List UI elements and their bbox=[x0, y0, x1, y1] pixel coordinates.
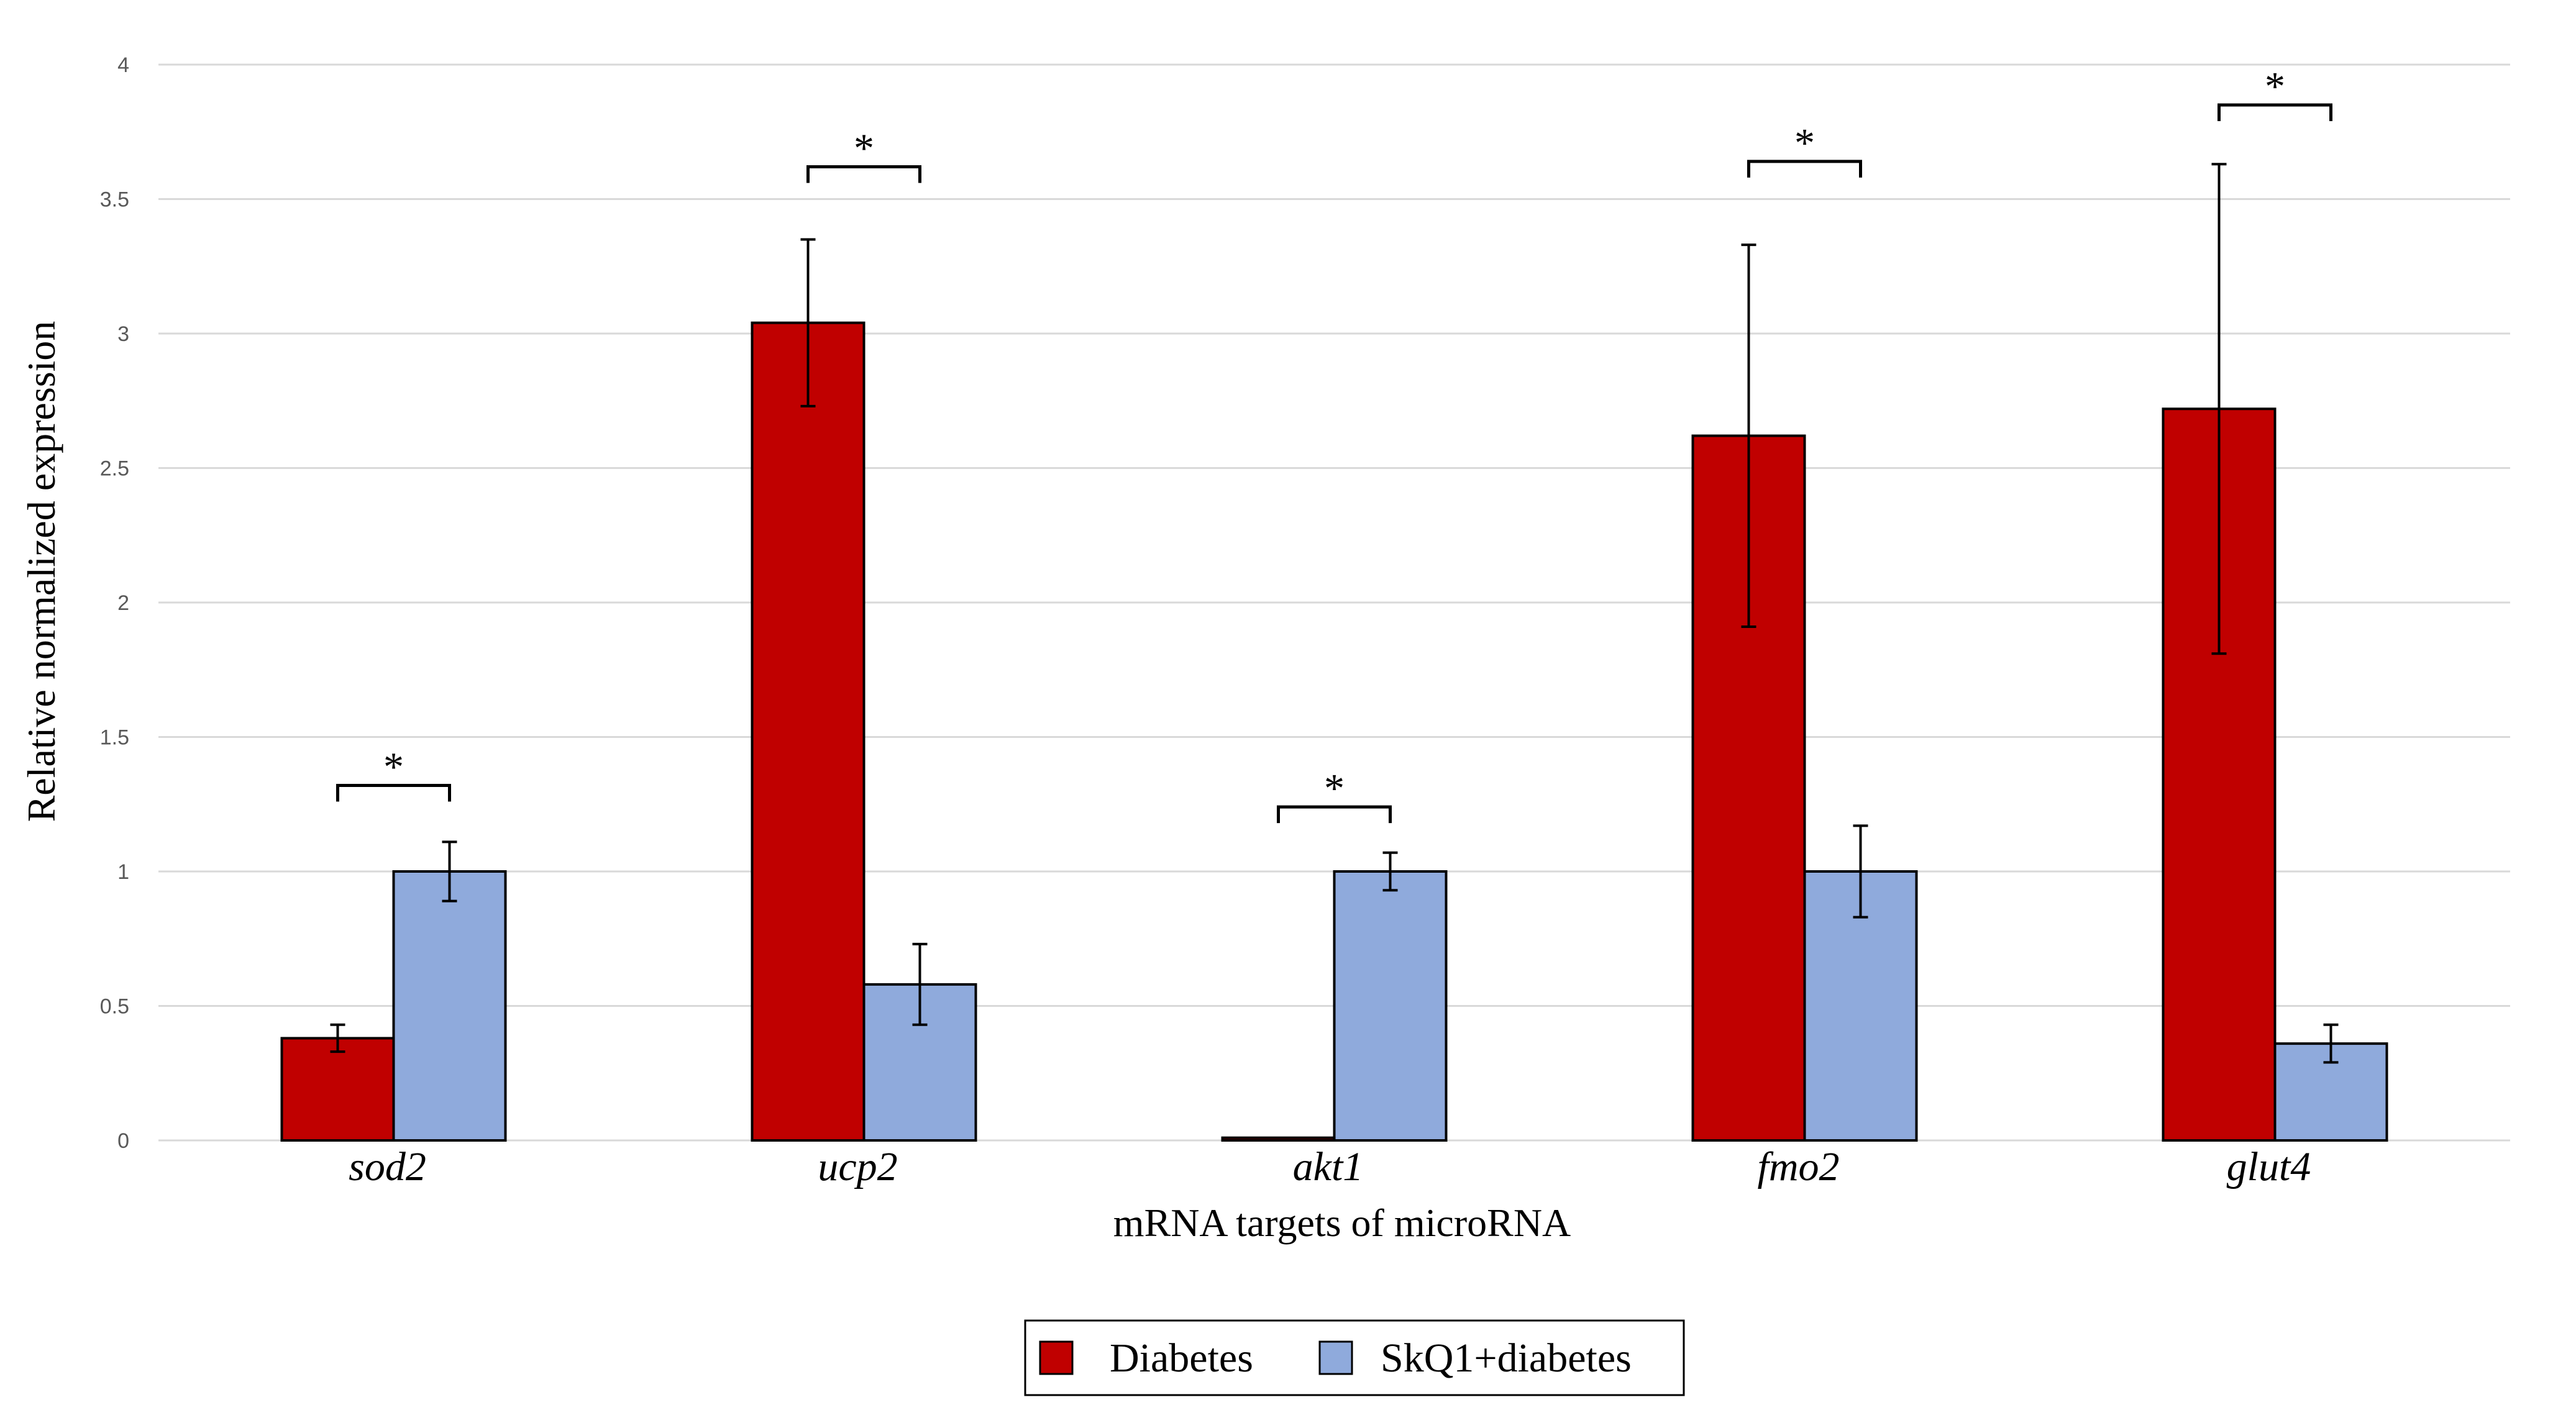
significance-asterisk-glut4: * bbox=[2265, 64, 2285, 109]
significance-markers: * * * * * bbox=[336, 64, 2332, 824]
legend-frame bbox=[1024, 1319, 1685, 1396]
bar-diabetes-sod2 bbox=[280, 1037, 395, 1142]
category-label-akt1: akt1 bbox=[1293, 1144, 1364, 1189]
y-tick-label: 2.5 bbox=[100, 457, 129, 481]
y-tick-label: 0.5 bbox=[100, 995, 129, 1019]
y-tick-label: 4 bbox=[117, 53, 129, 77]
category-label-glut4: glut4 bbox=[2227, 1144, 2311, 1189]
legend: Diabetes SkQ1+diabetes bbox=[1024, 1319, 1685, 1396]
y-tick-label: 1 bbox=[117, 860, 129, 884]
bar-diabetes-akt1 bbox=[1221, 1136, 1336, 1142]
category-label-ucp2: ucp2 bbox=[818, 1144, 897, 1189]
y-axis-ticks: 0 0.5 1 1.5 2 2.5 3 3.5 4 bbox=[100, 53, 129, 1153]
significance-bracket-fmo2 bbox=[1747, 160, 1862, 178]
gridlines bbox=[158, 63, 2510, 1142]
category-label-sod2: sod2 bbox=[349, 1144, 426, 1189]
y-tick-label: 1.5 bbox=[100, 726, 129, 750]
bar-skq1-diabetes-sod2 bbox=[392, 870, 507, 1142]
legend-label-diabetes: Diabetes bbox=[1110, 1335, 1253, 1381]
significance-asterisk-sod2: * bbox=[383, 744, 404, 789]
legend-label-skq1-diabetes: SkQ1+diabetes bbox=[1381, 1335, 1632, 1381]
significance-asterisk-akt1: * bbox=[1324, 766, 1345, 811]
significance-bracket-akt1 bbox=[1277, 805, 1392, 824]
y-axis-title: Relative normalized expression bbox=[19, 321, 63, 822]
significance-bracket-sod2 bbox=[336, 783, 451, 802]
bars bbox=[280, 321, 2388, 1142]
y-tick-label: 0 bbox=[117, 1129, 129, 1153]
y-tick-label: 2 bbox=[117, 591, 129, 615]
bar-skq1-diabetes-akt1 bbox=[1333, 870, 1448, 1142]
significance-asterisk-ucp2: * bbox=[854, 126, 874, 171]
legend-swatch-skq1-diabetes bbox=[1318, 1340, 1353, 1375]
y-tick-label: 3.5 bbox=[100, 188, 129, 212]
x-axis-title: mRNA targets of microRNA bbox=[1113, 1201, 1571, 1245]
x-axis-categories: sod2 ucp2 akt1 fmo2 glut4 bbox=[349, 1144, 2311, 1189]
bar-diabetes-ucp2 bbox=[751, 321, 866, 1142]
y-tick-label: 3 bbox=[117, 322, 129, 346]
error-bars bbox=[330, 163, 2339, 1064]
significance-bracket-ucp2 bbox=[806, 165, 921, 183]
category-label-fmo2: fmo2 bbox=[1758, 1144, 1840, 1189]
significance-asterisk-fmo2: * bbox=[1794, 121, 1815, 166]
legend-swatch-diabetes bbox=[1039, 1340, 1074, 1375]
significance-bracket-glut4 bbox=[2217, 103, 2332, 121]
